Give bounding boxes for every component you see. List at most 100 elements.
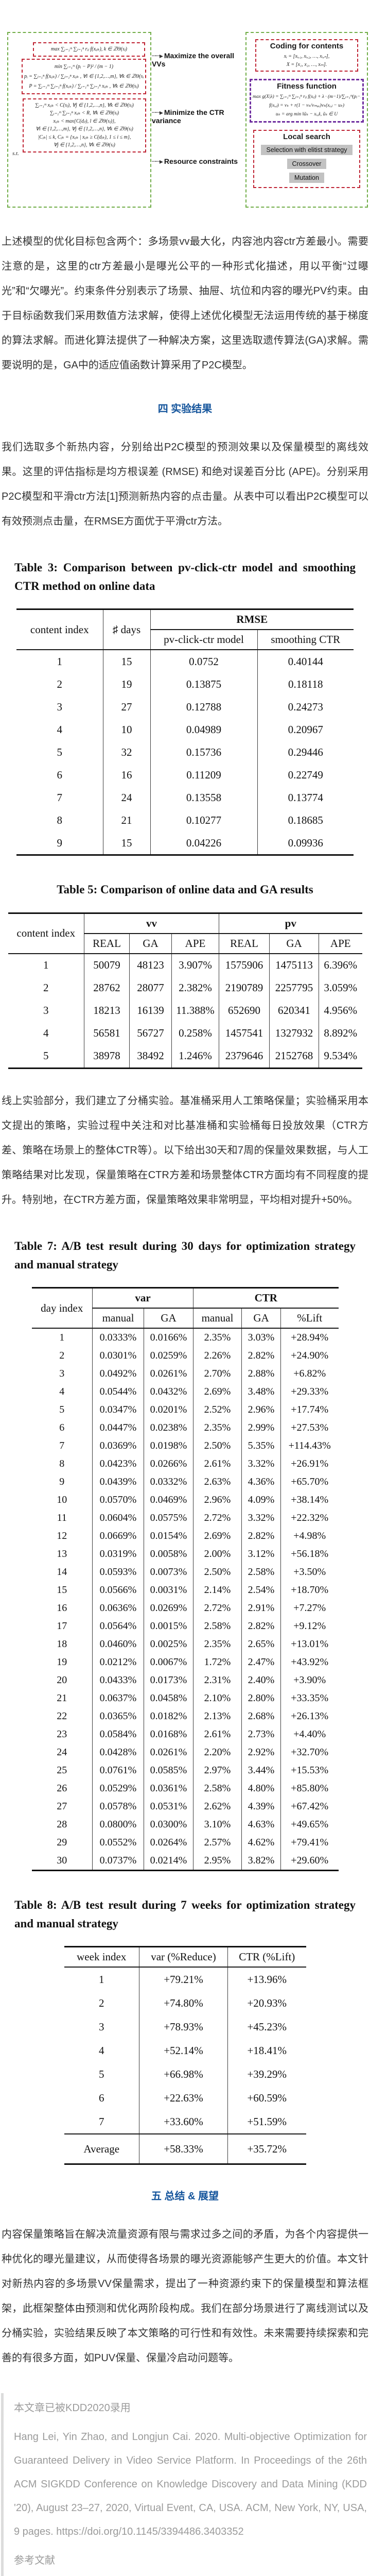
- table-cell: 5.35%: [241, 1437, 281, 1455]
- table-cell: 0.0447%: [92, 1419, 144, 1437]
- table-cell: 0.0636%: [92, 1599, 144, 1618]
- table-cell: 0.20967: [288, 723, 323, 736]
- table-cell: +67.42%: [291, 1801, 329, 1812]
- table-cell: 0.0432%: [144, 1383, 193, 1401]
- table-cell: 2.14%: [193, 1581, 242, 1600]
- table-cell: 24: [31, 1743, 93, 1762]
- table-cell: 0.13558: [150, 786, 258, 809]
- formula-line: ∀i ∈ {1,2,…,m}, ∀j ∈ {1,2,…,n}, ∀k ∈ ℤΘ(…: [36, 126, 133, 132]
- table-cell: 0.0238%: [144, 1419, 193, 1437]
- subject-to-label: s.t.: [12, 150, 19, 157]
- table-cell: 0.0584%: [92, 1725, 144, 1744]
- table-cell: 0.18685: [288, 814, 323, 826]
- label-text: Maximize the overall VVs: [152, 52, 235, 69]
- table-cell: +74.80%: [139, 1991, 228, 2015]
- references-heading: 参考文献: [14, 2555, 55, 2567]
- table-cell: +32.70%: [291, 1747, 329, 1758]
- table-cell: 2.69%: [193, 1383, 242, 1401]
- formula-line: ∀j ∈ {1,2,…,n}, ∀k ∈ ℤΘ(sⱼ): [54, 142, 115, 148]
- table5-title: Table 5: Comparison of online data and G…: [57, 883, 313, 896]
- table-cell: 2.57%: [193, 1834, 242, 1852]
- table-cell: 0.12788: [150, 696, 258, 719]
- table-cell: 0.0073%: [144, 1563, 193, 1582]
- table-cell: 4.09%: [241, 1491, 281, 1510]
- table-row: 27 0.0578% 0.0531% 2.62% 4.39% +67.42%: [31, 1798, 339, 1816]
- table-cell: +33.35%: [291, 1692, 329, 1704]
- table-cell: 2: [8, 976, 84, 999]
- table-row: 5 +66.98% +39.29%: [64, 2062, 306, 2087]
- table-cell: 2.40%: [241, 1671, 281, 1690]
- table-cell: 0.0347%: [92, 1401, 144, 1419]
- table-header-row: day index var CTR: [31, 1287, 339, 1329]
- table-row: 9 15 0.04226 0.09936: [16, 832, 354, 855]
- table-row: 14 0.0593% 0.0073% 2.50% 2.58% +3.50%: [31, 1563, 339, 1582]
- objective-ctr-variance-formula: min ∑ᵢ₌₁ᵐ (pᵢ − P)² / (m − 1) pᵢ = ∑ⱼ₌₁ⁿ …: [23, 60, 145, 93]
- column-header: vv: [84, 913, 219, 934]
- table-row: 4 56581 56727 0.258% 1457541 1327932 8.892%: [8, 1022, 362, 1045]
- table-cell: 3.32%: [241, 1509, 281, 1528]
- formula-line: xᵢ = [xᵢ,₁, xᵢ,₂, …, xᵢ,ₙ],: [284, 54, 330, 59]
- table-cell: 15: [103, 650, 151, 673]
- table-row: 1 50079 48123 3.907% 1575906 1475113 6.396%: [8, 953, 362, 977]
- formula-line: ∑ᵢ₌₁ᵐ ∑ⱼ₌₁ⁿ xᵢⱼₖ < R, ∀k ∈ ℤΘ(sⱼ): [49, 110, 119, 116]
- table-cell: 4: [16, 718, 103, 741]
- table-row: 3 0.0492% 0.0261% 2.70% 2.88% +6.82%: [31, 1365, 339, 1383]
- table-cell: 6.396%: [324, 959, 358, 972]
- table-row: 4 +52.14% +18.41%: [64, 2039, 306, 2063]
- column-header: REAL: [219, 933, 270, 954]
- table-cell: 1: [8, 953, 84, 977]
- table-row: 7 +33.60% +51.59%: [64, 2110, 306, 2134]
- table-cell: +39.29%: [247, 2067, 287, 2080]
- column-header: var (%Reduce): [139, 1946, 228, 1968]
- table-cell: 4.62%: [241, 1834, 281, 1852]
- optimization-model-box: max ∑ᵢ₌₁ᵐ ∑ⱼ₌₁ⁿ rᵢⱼ f(xᵢⱼₖ), k ∈ ℤΘ(sⱼ) …: [7, 32, 151, 208]
- table-cell: 2.96%: [241, 1401, 281, 1419]
- column-header: CTR (%Lift): [239, 1951, 295, 1963]
- formula-line: P = ∑ᵢ₌₁ᵐ ∑ⱼ₌₁ⁿ f(xᵢⱼₖ) / ∑ᵢ₌₁ᵐ ∑ⱼ₌₁ⁿ xᵢ…: [29, 83, 139, 89]
- table-cell: 2152768: [269, 1044, 319, 1069]
- formula-line: |Cⱼₖ| ≤ k, Cⱼₖ = {xᵢⱼₖ | xᵢⱼₖ ≥ C(dⱼₖ), …: [38, 134, 131, 140]
- table5-block: Table 5: Comparison of online data and G…: [0, 880, 370, 1069]
- table-cell: 0.0259%: [144, 1347, 193, 1365]
- table-header-row: week index var (%Reduce) CTR (%Lift): [64, 1946, 306, 1968]
- table-cell: 25: [31, 1761, 93, 1780]
- table3-block: Table 3: Comparison between pv-click-ctr…: [0, 558, 370, 856]
- table-cell: 0.0058%: [144, 1545, 193, 1564]
- table5: content index vv pv REAL GA APE REAL GA APE 1 5007…: [0, 912, 370, 1069]
- table-cell: 0.0566%: [92, 1581, 144, 1600]
- column-header: REAL: [84, 933, 130, 954]
- table-footer-row: Average +58.33% +35.72%: [64, 2134, 306, 2164]
- table-cell: 4: [8, 1022, 84, 1045]
- paragraph-offline-eval: 我们选取多个新热内容，分别给出P2C模型的预测效果以及保量模型的离线效果。这里的…: [2, 442, 368, 527]
- table-cell: 21: [103, 809, 151, 832]
- table-cell: 8.892%: [324, 1027, 358, 1040]
- table-cell: 26: [31, 1780, 93, 1798]
- table-cell: 2.13%: [193, 1707, 242, 1726]
- formula-line: max ∑ᵢ₌₁ᵐ ∑ⱼ₌₁ⁿ rᵢⱼ f(xᵢⱼₖ), k ∈ ℤΘ(sⱼ): [51, 46, 127, 52]
- fitness-formula: max g(X|λ) = ∑ᵢ₌₁ᵐ ∑ⱼ₌₁ⁿ rᵢⱼ f(xᵢⱼ) + λ …: [251, 91, 362, 121]
- table-cell: 0.0333%: [92, 1328, 144, 1347]
- table-cell: +29.33%: [291, 1386, 329, 1398]
- table-cell: +114.43%: [288, 1440, 331, 1452]
- table-cell: 19: [103, 673, 151, 696]
- table-cell: 3.03%: [241, 1328, 281, 1347]
- table-cell: Average: [64, 2134, 139, 2164]
- table-cell: 38978: [84, 1044, 130, 1069]
- dotted-arrow-icon: ┄┄▸: [152, 52, 163, 60]
- column-header: GA: [129, 933, 172, 954]
- table-cell: 2.26%: [193, 1347, 242, 1365]
- label-text: Minimize the CTR variance: [152, 108, 224, 125]
- table-cell: +3.50%: [293, 1566, 326, 1578]
- dotted-arrow-icon: ┄┄▸: [152, 157, 163, 165]
- table-row: 6 0.0447% 0.0238% 2.35% 2.99% +27.53%: [31, 1419, 339, 1437]
- table-cell: 3.059%: [324, 981, 358, 994]
- table-row: 2 28762 28077 2.382% 2190789 2257795 3.059%: [8, 976, 362, 999]
- table-cell: +28.94%: [291, 1332, 329, 1344]
- table-cell: 2.99%: [241, 1419, 281, 1437]
- table-row: 18 0.0460% 0.0025% 2.35% 2.65% +13.01%: [31, 1635, 339, 1654]
- table-cell: 2.54%: [241, 1581, 281, 1600]
- table-row: 9 0.0439% 0.0332% 2.63% 4.36% +65.70%: [31, 1473, 339, 1492]
- table-cell: 2.61%: [193, 1725, 242, 1744]
- table-cell: 1: [16, 650, 103, 673]
- table-cell: 2.88%: [241, 1365, 281, 1383]
